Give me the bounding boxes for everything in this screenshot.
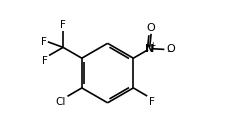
Text: N: N (144, 44, 154, 54)
Text: +: + (149, 41, 155, 50)
Text: F: F (41, 37, 47, 47)
Text: F: F (42, 56, 48, 66)
Text: F: F (60, 20, 66, 30)
Text: F: F (148, 97, 154, 107)
Text: −: − (165, 48, 172, 57)
Text: O: O (146, 23, 155, 33)
Text: Cl: Cl (55, 97, 65, 107)
Text: O: O (165, 44, 174, 54)
